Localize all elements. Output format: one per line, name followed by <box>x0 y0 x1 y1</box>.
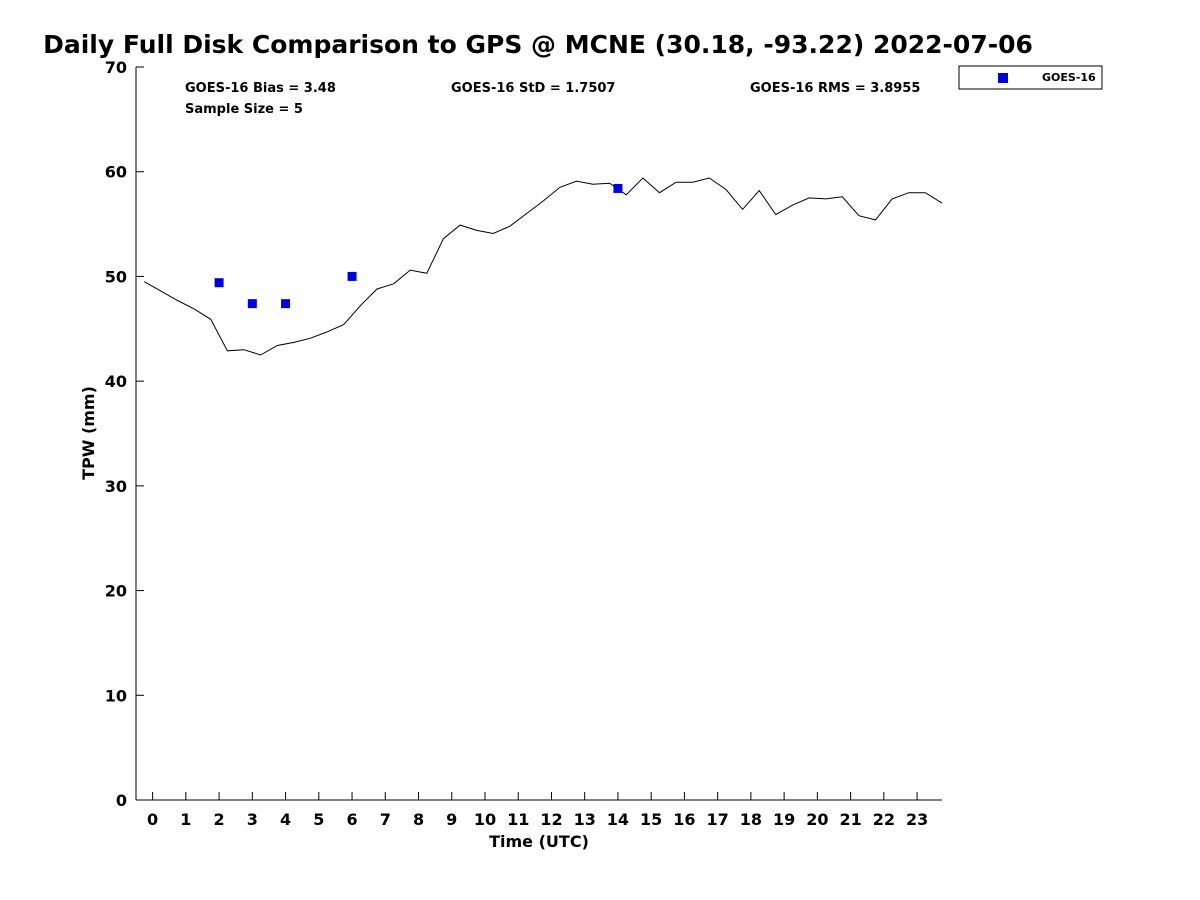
x-tick-label: 21 <box>839 810 861 829</box>
legend-box <box>958 65 1103 90</box>
y-tick-label: 40 <box>105 372 127 391</box>
x-tick-label: 18 <box>740 810 762 829</box>
stat-sample-size: Sample Size = 5 <box>185 102 303 117</box>
x-tick-label: 4 <box>280 810 291 829</box>
goes16-point <box>613 183 623 193</box>
x-tick-label: 5 <box>313 810 324 829</box>
y-tick-label: 60 <box>105 163 127 182</box>
x-tick-label: 12 <box>540 810 562 829</box>
x-tick-label: 8 <box>413 810 424 829</box>
x-tick-label: 9 <box>446 810 457 829</box>
legend-label: GOES-16 <box>1042 71 1096 84</box>
y-tick-label: 10 <box>105 686 127 705</box>
x-tick-label: 22 <box>873 810 895 829</box>
y-axis-label: TPW (mm) <box>79 386 98 480</box>
stat-bias: GOES-16 Bias = 3.48 <box>185 81 336 96</box>
x-tick-label: 3 <box>247 810 258 829</box>
x-tick-label: 0 <box>147 810 158 829</box>
gps-line-series <box>144 177 943 356</box>
x-tick-label: 16 <box>673 810 695 829</box>
x-tick-label: 20 <box>806 810 828 829</box>
legend: GOES-16 <box>958 65 1103 90</box>
chart-title: Daily Full Disk Comparison to GPS @ MCNE… <box>43 30 1033 59</box>
y-tick-label: 30 <box>105 477 127 496</box>
stat-std: GOES-16 StD = 1.7507 <box>451 81 615 96</box>
axes <box>135 67 942 801</box>
x-tick-label: 23 <box>906 810 928 829</box>
stat-rms: GOES-16 RMS = 3.8955 <box>750 81 920 96</box>
x-tick-label: 11 <box>507 810 529 829</box>
goes16-points-series <box>214 183 623 309</box>
goes16-point <box>214 278 224 288</box>
goes16-point <box>347 271 357 281</box>
x-tick-label: 19 <box>773 810 795 829</box>
x-tick-label: 17 <box>707 810 729 829</box>
x-tick-label: 13 <box>574 810 596 829</box>
y-tick-label: 0 <box>116 791 127 810</box>
legend-marker <box>998 73 1008 83</box>
gps-tpw-line <box>144 177 943 356</box>
goes16-point <box>281 299 291 309</box>
y-tick-label: 70 <box>105 58 127 77</box>
y-tick-label: 50 <box>105 267 127 286</box>
x-tick-label: 10 <box>474 810 496 829</box>
x-tick-label: 14 <box>607 810 629 829</box>
y-tick-label: 20 <box>105 582 127 601</box>
x-tick-label: 1 <box>180 810 191 829</box>
goes16-point <box>247 299 257 309</box>
x-tick-label: 7 <box>380 810 391 829</box>
x-tick-label: 15 <box>640 810 662 829</box>
x-tick-label: 6 <box>346 810 357 829</box>
x-axis-label: Time (UTC) <box>489 832 589 851</box>
x-tick-label: 2 <box>214 810 225 829</box>
